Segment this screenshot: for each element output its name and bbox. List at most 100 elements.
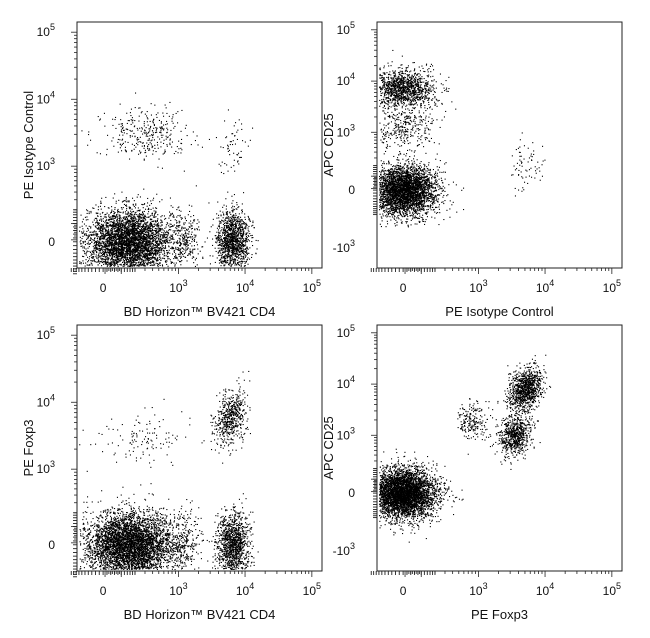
event-point — [120, 236, 122, 238]
event-point — [113, 238, 115, 240]
event-point — [88, 260, 90, 262]
event-point — [149, 240, 151, 242]
event-point — [152, 220, 154, 222]
event-point — [145, 233, 147, 235]
event-point — [245, 249, 247, 251]
event-point — [219, 238, 221, 240]
event-point — [136, 228, 138, 230]
event-point — [138, 247, 140, 249]
event-point — [121, 223, 123, 225]
event-point — [175, 232, 177, 234]
event-point — [225, 247, 227, 249]
event-point — [137, 248, 139, 250]
event-point — [135, 262, 137, 264]
event-point — [159, 262, 161, 264]
event-point — [145, 247, 147, 249]
event-point — [118, 224, 120, 226]
event-point — [133, 223, 135, 225]
event-point — [118, 259, 120, 261]
event-point — [122, 229, 124, 231]
event-point — [228, 247, 230, 249]
event-point — [241, 250, 243, 252]
event-point — [220, 262, 222, 264]
event-point — [134, 239, 136, 241]
event-point — [132, 217, 134, 219]
event-point — [145, 261, 147, 263]
event-point — [141, 235, 143, 237]
event-point — [147, 209, 149, 211]
event-point — [158, 224, 160, 226]
event-point — [142, 225, 144, 227]
event-point — [114, 263, 116, 265]
event-point — [154, 247, 156, 249]
event-point — [107, 232, 109, 234]
event-point — [111, 255, 113, 257]
event-point — [95, 232, 97, 234]
event-point — [153, 236, 155, 238]
event-point — [149, 236, 151, 238]
event-point — [146, 236, 148, 238]
event-point — [149, 228, 151, 230]
event-point — [82, 242, 84, 244]
event-point — [240, 263, 242, 265]
event-point — [137, 244, 139, 246]
event-point — [125, 216, 127, 218]
event-point — [241, 203, 243, 205]
event-point — [155, 232, 157, 234]
event-point — [123, 265, 125, 267]
event-point — [230, 255, 232, 257]
event-point — [153, 250, 155, 252]
event-point — [220, 238, 222, 240]
event-point — [237, 228, 239, 230]
event-point — [146, 244, 148, 246]
event-point — [145, 249, 147, 251]
event-point — [122, 261, 124, 263]
event-point — [156, 263, 158, 265]
event-point — [234, 240, 236, 242]
event-point — [146, 250, 148, 252]
event-point — [110, 259, 112, 261]
event-point — [130, 246, 132, 248]
event-point — [128, 216, 130, 218]
event-point — [224, 229, 226, 231]
event-point — [112, 237, 114, 239]
event-point — [100, 200, 102, 202]
event-point — [123, 217, 125, 219]
event-point — [132, 235, 134, 237]
event-point — [161, 249, 163, 251]
event-point — [95, 247, 97, 249]
event-point — [97, 233, 99, 235]
event-point — [130, 241, 132, 243]
event-point — [106, 250, 108, 252]
event-point — [225, 222, 227, 224]
event-point — [146, 229, 148, 231]
event-point — [117, 249, 119, 251]
event-point — [119, 225, 121, 227]
event-point — [224, 251, 226, 253]
event-point — [248, 230, 250, 232]
event-point — [128, 235, 130, 237]
event-point — [167, 256, 169, 258]
event-point — [132, 216, 134, 218]
event-point — [237, 221, 239, 223]
event-point — [125, 258, 127, 260]
event-point — [150, 230, 152, 232]
event-point — [101, 212, 103, 214]
event-point — [222, 251, 224, 253]
event-point — [90, 231, 92, 233]
event-point — [235, 208, 237, 210]
event-point — [137, 251, 139, 253]
event-point — [116, 256, 118, 258]
event-point — [114, 236, 116, 238]
event-point — [135, 245, 137, 247]
event-point — [119, 228, 121, 230]
event-point — [89, 256, 91, 258]
event-point — [162, 253, 164, 255]
event-point — [227, 253, 229, 255]
event-point — [108, 229, 110, 231]
event-point — [154, 241, 156, 243]
event-point — [117, 233, 119, 235]
event-point — [117, 211, 119, 213]
event-point — [119, 248, 121, 250]
event-point — [160, 234, 162, 236]
